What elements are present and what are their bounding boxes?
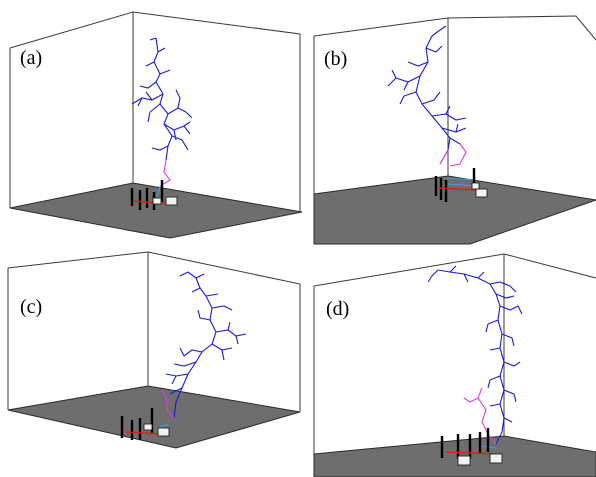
lightning-channel xyxy=(131,37,193,201)
bounding-box-frame xyxy=(9,11,301,212)
ground-plane xyxy=(313,435,596,477)
panel-a-figure xyxy=(9,11,303,239)
panel-c-figure xyxy=(7,251,301,449)
bounding-box-frame xyxy=(313,15,596,194)
panel-label-c: (c) xyxy=(20,296,43,318)
panel-b: (b) xyxy=(300,0,596,245)
ground-current-line xyxy=(133,200,171,205)
building-boxes xyxy=(457,453,503,466)
panel-label-d: (d) xyxy=(326,298,350,320)
panel-label-b: (b) xyxy=(324,48,348,70)
panel-d-figure xyxy=(313,253,596,477)
ground-current-line xyxy=(445,451,497,455)
bounding-box-frame xyxy=(7,251,301,412)
building-boxes xyxy=(143,423,170,437)
panel-d: (d) xyxy=(300,248,596,477)
ground-plane xyxy=(7,385,301,449)
panel-c: (c) xyxy=(0,248,301,477)
ground-plane xyxy=(9,182,303,239)
ground-rods xyxy=(440,428,490,458)
panel-label-a: (a) xyxy=(20,47,43,69)
ground-current-line xyxy=(437,187,477,191)
building-boxes xyxy=(152,196,178,206)
panel-a: (a) xyxy=(0,0,303,239)
ground-rods xyxy=(130,180,164,210)
building-boxes xyxy=(471,182,488,198)
lightning-channel xyxy=(427,265,523,449)
lightning-channel xyxy=(157,271,247,429)
bounding-box-frame xyxy=(313,253,596,454)
ground-plane xyxy=(313,175,596,245)
panel-b-figure xyxy=(313,15,596,245)
lightning-channel xyxy=(387,25,479,187)
ground-current-line xyxy=(125,431,163,435)
